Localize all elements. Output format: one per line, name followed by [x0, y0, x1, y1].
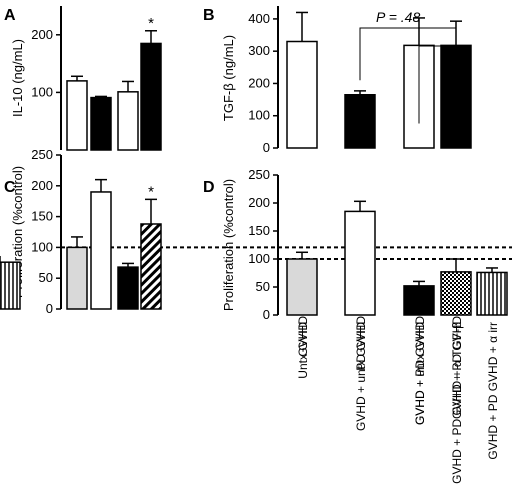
panel-d-bar-2	[403, 285, 435, 316]
panel-d-category-label-3: GVHD + PD GVHD + α TGF-β	[450, 322, 464, 484]
panel-d-ytick-label-4: 200	[248, 195, 270, 210]
panel-c-category-label-2: GVHD + untx GVHD	[413, 316, 427, 425]
panel-a-bar-2	[117, 91, 139, 151]
panel-a-ytick-label-1: 200	[31, 27, 53, 42]
p-value-annotation: P = .48	[376, 9, 420, 25]
panel-b-bar-2	[117, 266, 139, 310]
panel-a-significance-star: *	[148, 15, 154, 32]
panel-d-bar-0	[286, 258, 318, 316]
panel-a-bar-3	[140, 42, 162, 151]
panel-c-ylabel: TGF-β (ng/mL)	[221, 35, 236, 121]
panel-letter-c: C	[4, 179, 16, 196]
panel-c-bar-3	[440, 44, 472, 149]
panel-b-bar-4	[0, 261, 21, 310]
panel-c-category-label-3: GVHD + PD GVHD	[450, 316, 464, 419]
panel-c-category-label-1: PD GVHD	[354, 316, 368, 371]
panel-b-p-bracket	[359, 27, 457, 81]
panel-c-ytick-label-1: 100	[248, 108, 270, 123]
panel-d-ytick-label-1: 50	[256, 279, 270, 294]
panel-d-ytick-label-0: 0	[263, 307, 270, 322]
panel-letter-d: D	[203, 179, 215, 196]
panel-d-ylabel: Proliferation (%control)	[221, 179, 236, 311]
panel-b-ytick-label-5: 250	[31, 147, 53, 162]
panel-b-ytick-label-2: 100	[31, 239, 53, 254]
panel-b-significance-star: *	[148, 183, 154, 200]
panel-d-bar-4	[476, 271, 508, 316]
panel-c-bar-0	[286, 40, 318, 149]
panel-b-ytick-label-3: 150	[31, 209, 53, 224]
panel-c-bar-1	[344, 94, 376, 149]
panel-a-bar-0	[66, 80, 88, 151]
panel-c-ytick-label-3: 300	[248, 43, 270, 58]
panel-d-category-label-2: GVHD + PD GVHD	[413, 322, 427, 425]
panel-c-category-label-0: Untx GVHD	[296, 316, 310, 379]
panel-d-ytick-label-3: 150	[248, 223, 270, 238]
panel-a-bar-1	[90, 96, 112, 151]
panel-letter-a: A	[4, 7, 16, 24]
panel-d-ytick-label-2: 100	[248, 251, 270, 266]
panel-b-ytick-label-4: 200	[31, 178, 53, 193]
panel-b-ytick-label-0: 0	[46, 301, 53, 316]
panel-b-bar-3	[140, 223, 162, 310]
panel-d-bar-1	[344, 210, 376, 316]
panel-a-ylabel: IL-10 (ng/mL)	[10, 39, 25, 117]
panel-d-bar-3	[440, 271, 472, 316]
panel-b-p-bracket-lower	[418, 34, 457, 124]
panel-c-ytick-label-0: 0	[263, 140, 270, 155]
panel-c-ytick-label-2: 200	[248, 75, 270, 90]
panel-b-bar-0	[66, 246, 88, 310]
panel-c-ytick-label-4: 400	[248, 11, 270, 26]
panel-letter-b: B	[203, 7, 215, 24]
panel-b-ytick-label-1: 50	[39, 270, 53, 285]
panel-d-category-label-0: GVHD	[296, 322, 310, 357]
panel-a-ytick-label-0: 100	[31, 84, 53, 99]
panel-d-ytick-label-5: 250	[248, 167, 270, 182]
panel-d-category-label-1: GVHD + untx GVHD	[354, 322, 368, 431]
panel-b-bar-1	[90, 191, 112, 310]
panel-d-category-label-4: GVHD + PD GVHD + α irr	[486, 322, 500, 460]
